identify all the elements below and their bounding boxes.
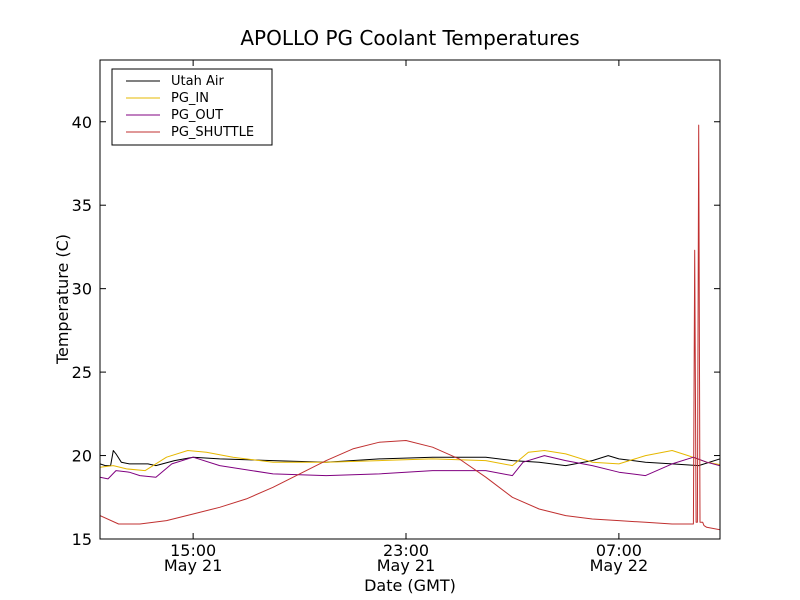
plot-frame bbox=[99, 59, 721, 540]
y-tick-label: 30 bbox=[72, 280, 92, 299]
y-tick-label: 15 bbox=[72, 530, 92, 549]
x-tick-date: May 22 bbox=[590, 556, 649, 575]
series-line-utah-air bbox=[100, 450, 720, 467]
legend-label-pg-shuttle: PG_SHUTTLE bbox=[171, 125, 254, 140]
x-tick-date: May 21 bbox=[377, 556, 436, 575]
series-line-pg-in bbox=[100, 450, 720, 472]
legend: Utah Air PG_IN PG_OUT PG_SHUTTLE bbox=[111, 68, 273, 146]
x-tick-time: 07:00 bbox=[596, 541, 642, 560]
chart-title: APOLLO PG Coolant Temperatures bbox=[240, 26, 579, 50]
series-line-pg-out bbox=[100, 455, 720, 480]
y-tick-label: 35 bbox=[72, 196, 92, 215]
y-tick-label: 25 bbox=[72, 363, 92, 382]
legend-label-pg-out: PG_OUT bbox=[171, 108, 223, 123]
y-tick-label: 40 bbox=[72, 113, 92, 132]
series-line-pg-shuttle bbox=[100, 124, 720, 531]
x-tick-time: 15:00 bbox=[170, 541, 216, 560]
x-tick-date: May 21 bbox=[164, 556, 223, 575]
y-tick-label: 20 bbox=[72, 447, 92, 466]
x-axis-label: Date (GMT) bbox=[364, 576, 456, 595]
y-axis-label: Temperature (C) bbox=[53, 234, 72, 365]
legend-label-pg-in: PG_IN bbox=[171, 91, 209, 106]
x-tick-time: 23:00 bbox=[383, 541, 429, 560]
legend-label-utah-air: Utah Air bbox=[171, 74, 224, 89]
